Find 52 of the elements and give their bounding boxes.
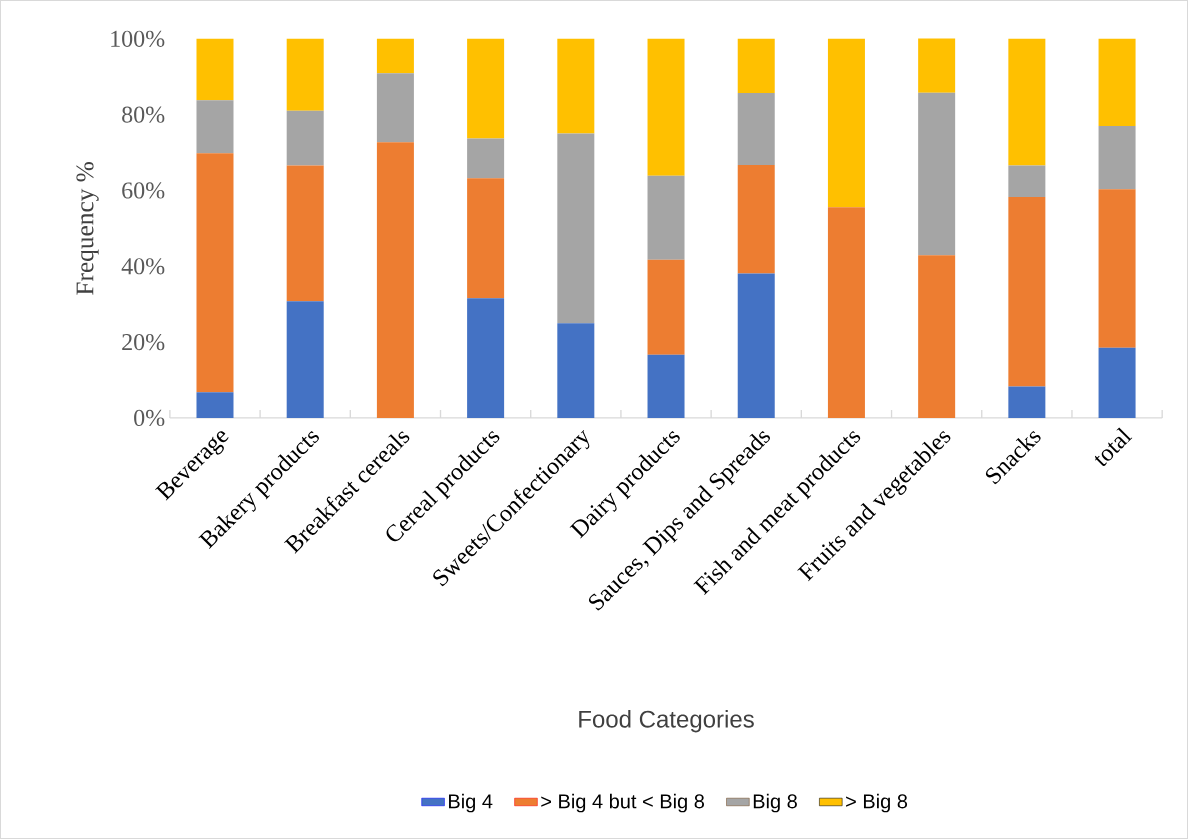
bar <box>557 38 595 134</box>
bar <box>1098 126 1136 190</box>
bar <box>647 354 685 418</box>
bar <box>196 392 234 418</box>
bar <box>196 100 234 154</box>
bar <box>647 175 685 260</box>
bar <box>376 38 414 74</box>
bar <box>1008 165 1046 197</box>
bar <box>376 73 414 143</box>
bar <box>286 301 324 418</box>
bar <box>557 133 595 324</box>
bar <box>1098 347 1136 418</box>
x-axis-title: Food Categories <box>579 710 754 733</box>
bar <box>286 165 324 302</box>
bar <box>1098 38 1136 127</box>
bar <box>557 323 595 418</box>
bar <box>827 38 865 208</box>
bar <box>467 38 505 139</box>
bar <box>737 93 775 166</box>
bar <box>467 178 505 299</box>
y-tick-label: 40% <box>121 258 165 275</box>
bar <box>196 38 234 101</box>
legend-label: Big 4 <box>449 793 493 813</box>
bar <box>918 92 956 256</box>
y-axis-title: Frequency % <box>76 162 99 295</box>
bar <box>286 38 324 111</box>
bar <box>918 38 956 93</box>
bar <box>286 110 324 166</box>
bar <box>737 38 775 94</box>
legend-label: > Big 8 <box>846 793 908 813</box>
bar <box>467 298 505 418</box>
y-tick-label: 0% <box>134 409 165 427</box>
bar <box>196 153 234 393</box>
y-tick-label: 20% <box>122 334 165 351</box>
bar <box>647 38 685 176</box>
bar <box>1008 196 1046 387</box>
y-tick-label: 60% <box>122 182 165 199</box>
bar <box>467 138 505 179</box>
bar <box>1008 386 1046 418</box>
bar <box>918 255 956 418</box>
bar <box>737 273 775 418</box>
bar <box>737 165 775 274</box>
x-tick-label: total <box>1094 427 1133 466</box>
y-tick-label: 100% <box>111 30 165 48</box>
bar <box>647 259 685 355</box>
bar <box>827 207 865 418</box>
legend-label: > Big 4 but < Big 8 <box>541 793 705 813</box>
bar <box>1008 38 1046 166</box>
bar <box>376 142 414 418</box>
legend-label: Big 8 <box>753 793 797 813</box>
bar <box>1098 189 1136 348</box>
y-tick-label: 80% <box>122 106 165 123</box>
